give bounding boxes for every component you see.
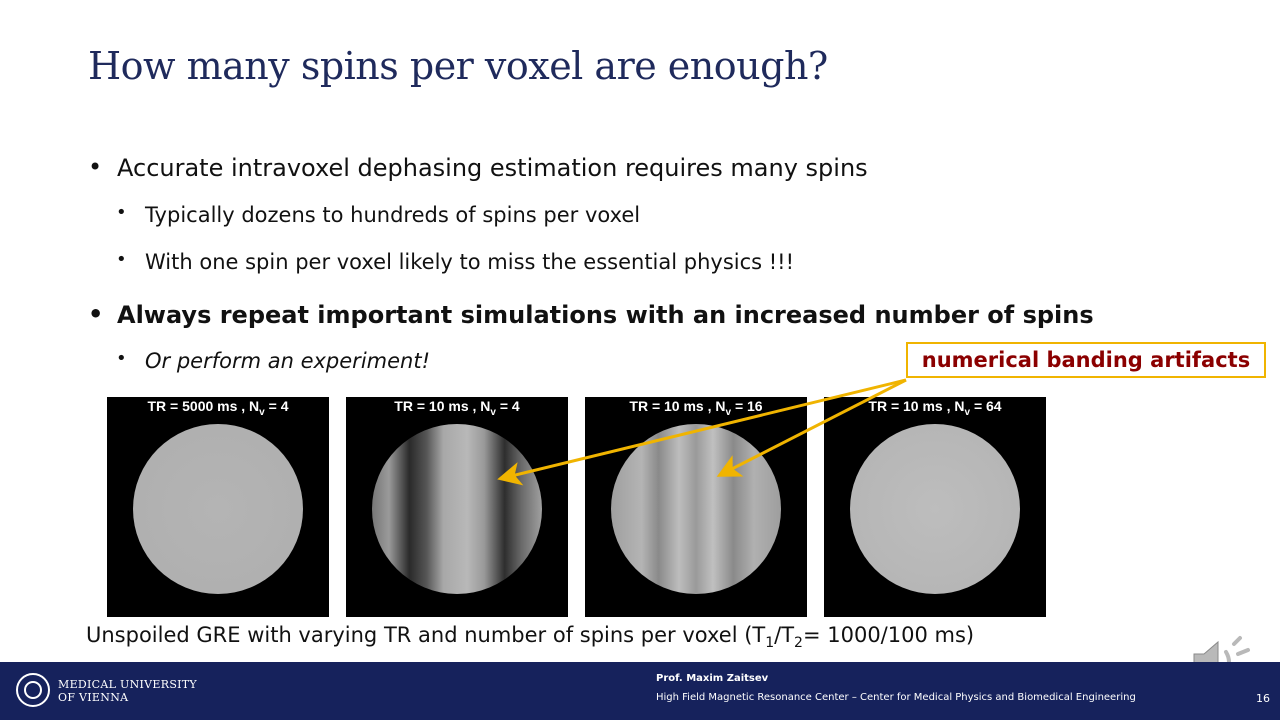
mri-panel-1: TR = 5000 ms , Nv = 4 <box>107 397 329 617</box>
mri-panel-4: TR = 10 ms , Nv = 64 <box>824 397 1046 617</box>
affiliation: High Field Magnetic Resonance Center – C… <box>656 692 1136 703</box>
callout-box: numerical banding artifacts <box>906 342 1266 378</box>
bullet-dot: • <box>116 249 127 270</box>
bullet-1-text: Accurate intravoxel dephasing estimation… <box>117 154 868 182</box>
slide-title: How many spins per voxel are enough? <box>88 44 828 88</box>
bullet-4-text: Always repeat important simulations with… <box>117 301 1094 329</box>
panel-label: TR = 10 ms , Nv = 4 <box>394 398 520 418</box>
university-name: MEDICAL UNIVERSITY OF VIENNA <box>58 678 197 704</box>
bullet-2-text: Typically dozens to hundreds of spins pe… <box>145 203 641 227</box>
page-number: 16 <box>1256 692 1270 705</box>
mri-panel-3: TR = 10 ms , Nv = 16 <box>585 397 807 617</box>
panel-label: TR = 10 ms , Nv = 16 <box>629 398 763 418</box>
bullet-dot: • <box>116 348 127 369</box>
bullet-dot: • <box>88 153 103 181</box>
footer-bar: MEDICAL UNIVERSITY OF VIENNA Prof. Maxim… <box>0 662 1280 720</box>
mri-panel-2: TR = 10 ms , Nv = 4 <box>346 397 568 617</box>
bullet-3-text: With one spin per voxel likely to miss t… <box>145 250 795 274</box>
bullet-dot: • <box>88 300 104 328</box>
figure-caption: Unspoiled GRE with varying TR and number… <box>86 623 975 652</box>
phantom-image <box>372 424 542 594</box>
author-name: Prof. Maxim Zaitsev <box>656 673 769 684</box>
panel-label: TR = 10 ms , Nv = 64 <box>868 398 1002 418</box>
bullet-5-text: Or perform an experiment! <box>145 349 430 373</box>
phantom-image <box>850 424 1020 594</box>
panel-label: TR = 5000 ms , Nv = 4 <box>147 398 289 418</box>
university-logo-icon <box>16 673 50 707</box>
phantom-image <box>133 424 303 594</box>
bullet-dot: • <box>116 202 127 223</box>
phantom-image <box>611 424 781 594</box>
